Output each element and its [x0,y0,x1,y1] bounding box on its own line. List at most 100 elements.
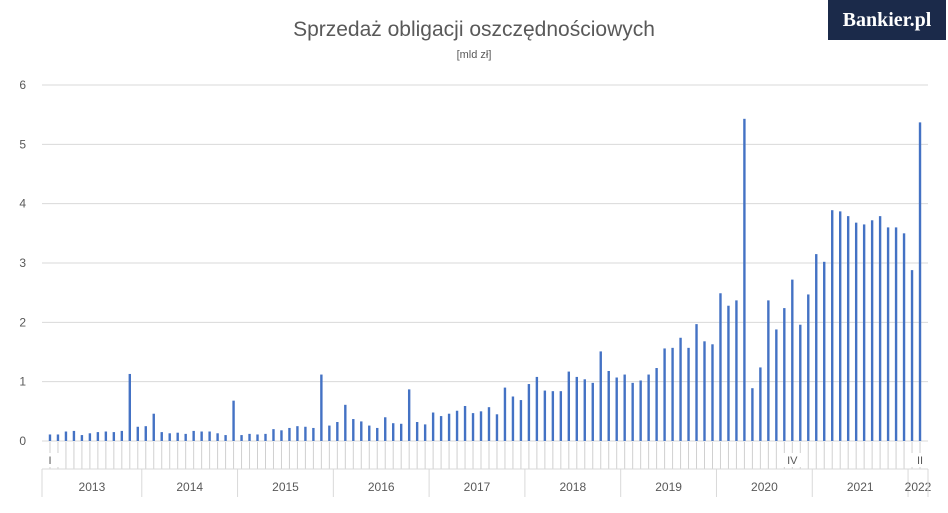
gridlines [42,84,928,442]
bar [831,210,834,441]
bar [854,222,858,441]
bar [192,430,195,441]
bar [695,324,698,441]
bar [783,308,786,441]
bar [463,405,467,441]
bar [727,305,730,441]
bar [455,410,459,441]
bar [48,434,52,441]
bar [368,425,371,441]
bar [296,426,299,441]
x-axis: 2013 2014 2015 2016 2017 2018 2019 2020 2021 2022… [39,442,932,497]
y-tick-label: 3 [19,256,26,270]
bar [376,427,379,441]
bar [551,391,555,441]
bar [72,430,76,441]
y-tick-labels: 0 1 2 3 4 5 6 [19,78,26,448]
bar [711,344,714,441]
bar [104,431,108,441]
bar [910,270,914,441]
y-tick-label: 5 [19,137,26,151]
bars [48,118,922,441]
bar [160,432,163,441]
bar [607,370,610,441]
year-label: 2020 [751,480,778,494]
bar [240,435,243,441]
bar [503,387,507,441]
bar [272,429,275,441]
bar [894,227,898,441]
bar [535,376,539,441]
bar [639,380,642,441]
bar [415,422,419,441]
y-tick-label: 1 [19,375,26,389]
bar [168,433,171,441]
bar [312,427,315,441]
chart-title: Sprzedaż obligacji oszczędnościowych [293,18,655,41]
bar [870,220,874,441]
bar [591,382,594,441]
bar [495,414,499,441]
bar [671,347,674,441]
bar [136,426,139,441]
bar [527,384,531,441]
bar [96,432,100,441]
bar [631,382,634,441]
bar [575,376,578,441]
bar [751,388,754,441]
bar [511,396,515,441]
bar [439,416,443,441]
bar [384,417,387,441]
year-label: 2014 [176,480,203,494]
bar [152,413,155,441]
bar [423,424,427,441]
bar [280,430,283,441]
bar [144,426,147,441]
bar [663,348,666,441]
bar [56,434,60,441]
bar [679,337,682,441]
year-label: 2018 [559,480,586,494]
bar [288,427,291,441]
bar [918,122,922,441]
bar [344,404,347,441]
bar [360,421,363,441]
y-tick-label: 6 [19,78,26,92]
bar [80,435,84,441]
bar [399,423,403,441]
bar [120,430,124,441]
bar [336,422,339,441]
bar [208,431,211,441]
bar [232,400,235,441]
month-label: II [917,455,923,467]
bar [703,341,706,441]
bar [248,433,251,441]
year-label: 2021 [847,480,874,494]
month-label-bg [910,453,931,467]
bar [567,371,571,441]
bar [431,412,435,441]
bar [807,294,810,441]
month-label: I [48,455,51,467]
bar [184,433,187,441]
bar [304,426,307,441]
bar [902,233,906,441]
year-label: 2019 [655,480,682,494]
bar [256,434,259,441]
bar [471,413,475,441]
bar [352,419,355,441]
month-label: IV [787,455,798,467]
month-label-bg [39,453,60,467]
bar [862,224,866,441]
bar [815,254,818,441]
bankier-logo: Bankier.pl [828,0,946,40]
bar [886,227,890,441]
bar [878,216,882,441]
bar [200,431,203,441]
bar [392,423,395,441]
bar [655,368,658,441]
year-label: 2022 [905,480,932,494]
bar [846,216,850,441]
y-tick-label: 0 [19,434,26,448]
